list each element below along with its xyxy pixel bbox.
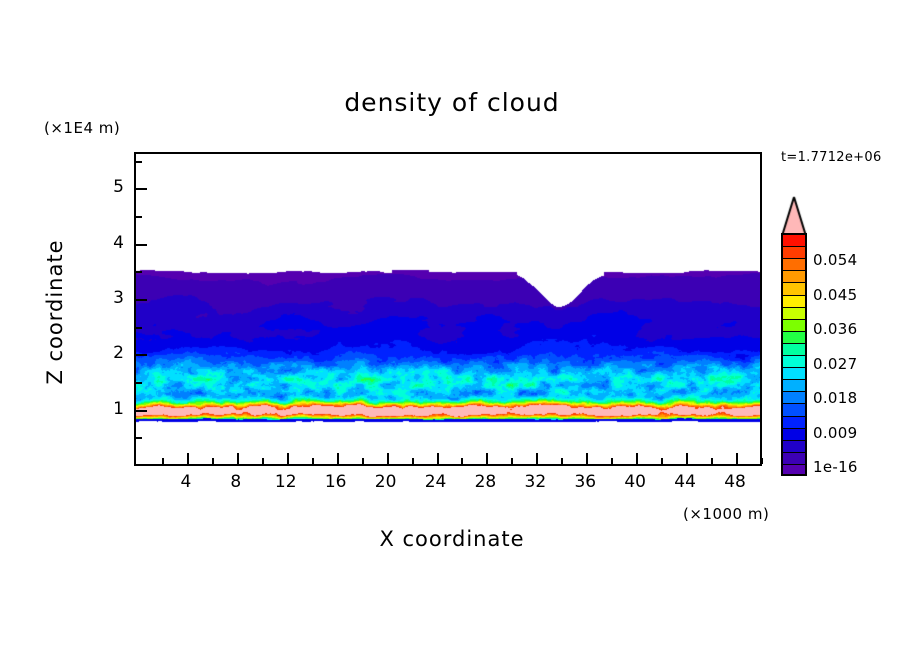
x-tick-label: 32	[524, 472, 547, 492]
x-tick-label: 40	[624, 472, 646, 492]
x-tick	[586, 453, 589, 464]
y-tick	[136, 326, 142, 329]
colorbar-band	[781, 462, 807, 476]
x-tick	[186, 453, 189, 464]
plot-frame	[134, 152, 763, 466]
x-tick-label: 28	[474, 472, 497, 492]
y-tick-label: 2	[113, 343, 124, 364]
x-tick-label: 4	[180, 472, 192, 492]
colorbar-band	[781, 257, 807, 271]
x-tick	[361, 458, 364, 464]
z-axis-unit-label: (×1E4 m)	[44, 119, 121, 137]
y-tick	[136, 409, 147, 412]
colorbar-band	[781, 402, 807, 416]
colorbar-tick-label: 0.054	[813, 251, 858, 269]
y-tick	[136, 188, 147, 191]
y-tick	[136, 298, 147, 301]
x-tick	[761, 458, 763, 464]
page-title: density of cloud	[344, 88, 560, 117]
x-tick	[261, 458, 264, 464]
colorbar-band	[781, 414, 807, 428]
colorbar-band	[781, 233, 807, 247]
colorbar-overflow-arrow	[781, 196, 807, 236]
colorbar-band	[781, 366, 807, 380]
x-tick	[411, 458, 414, 464]
contour-field-canvas	[136, 154, 760, 464]
x-tick	[311, 458, 314, 464]
colorbar-tick-label: 0.009	[813, 423, 858, 442]
x-tick	[511, 458, 514, 464]
x-tick	[211, 458, 214, 464]
x-tick	[536, 453, 539, 464]
x-tick-label: 24	[424, 472, 447, 492]
x-tick	[386, 453, 389, 464]
colorbar-band	[781, 438, 807, 452]
colorbar-band	[781, 378, 807, 392]
colorbar-tick-label: 0.018	[813, 389, 858, 407]
colorbar-band	[781, 329, 807, 343]
x-axis-unit-label: (×1000 m)	[683, 505, 770, 523]
x-tick	[436, 453, 439, 464]
y-tick	[136, 215, 142, 218]
contour-field	[136, 154, 760, 464]
x-tick-label: 20	[374, 472, 397, 492]
y-tick	[136, 354, 147, 357]
x-tick	[461, 458, 464, 464]
y-tick-label: 1	[113, 398, 124, 419]
x-tick	[686, 453, 689, 464]
colorbar-band	[781, 281, 807, 295]
colorbar-band	[781, 354, 807, 368]
colorbar-band	[781, 450, 807, 464]
x-tick-label: 16	[324, 472, 347, 492]
colorbar-tick-label: 0.036	[813, 320, 858, 338]
y-tick	[136, 381, 142, 384]
x-tick	[736, 453, 739, 464]
x-tick	[486, 453, 489, 464]
x-tick	[636, 453, 639, 464]
colorbar-tick-label: 1e-16	[813, 458, 858, 476]
colorbar-band	[781, 317, 807, 331]
y-tick	[136, 271, 142, 274]
y-tick-label: 3	[113, 287, 124, 308]
colorbar-band	[781, 245, 807, 259]
colorbar-band	[781, 390, 807, 404]
x-tick	[236, 453, 239, 464]
colorbar-band	[781, 269, 807, 283]
x-tick-label: 44	[674, 472, 696, 492]
colorbar-band	[781, 305, 807, 319]
x-tick	[161, 458, 164, 464]
x-tick	[611, 458, 614, 464]
x-tick-label: 36	[574, 472, 597, 492]
x-tick-label: 8	[230, 472, 242, 492]
x-tick	[661, 458, 664, 464]
colorbar-tick-label: 0.045	[813, 285, 858, 304]
colorbar	[781, 233, 807, 476]
x-tick-label: 12	[274, 472, 297, 492]
x-tick	[711, 458, 714, 464]
x-tick-label: 48	[724, 472, 746, 492]
x-tick	[561, 458, 564, 464]
y-tick-label: 5	[113, 177, 124, 198]
colorbar-tick-label: 0.027	[813, 354, 858, 373]
x-tick	[336, 453, 339, 464]
colorbar-band	[781, 426, 807, 440]
x-axis-title: X coordinate	[379, 527, 525, 551]
y-tick	[136, 437, 142, 440]
z-axis-title: Z coordinate	[43, 239, 67, 385]
colorbar-band	[781, 341, 807, 355]
y-tick	[136, 160, 142, 163]
y-tick	[136, 243, 147, 246]
colorbar-band	[781, 293, 807, 307]
y-tick-label: 4	[113, 232, 124, 253]
x-tick	[286, 453, 289, 464]
time-annotation: t=1.7712e+06	[781, 150, 882, 165]
